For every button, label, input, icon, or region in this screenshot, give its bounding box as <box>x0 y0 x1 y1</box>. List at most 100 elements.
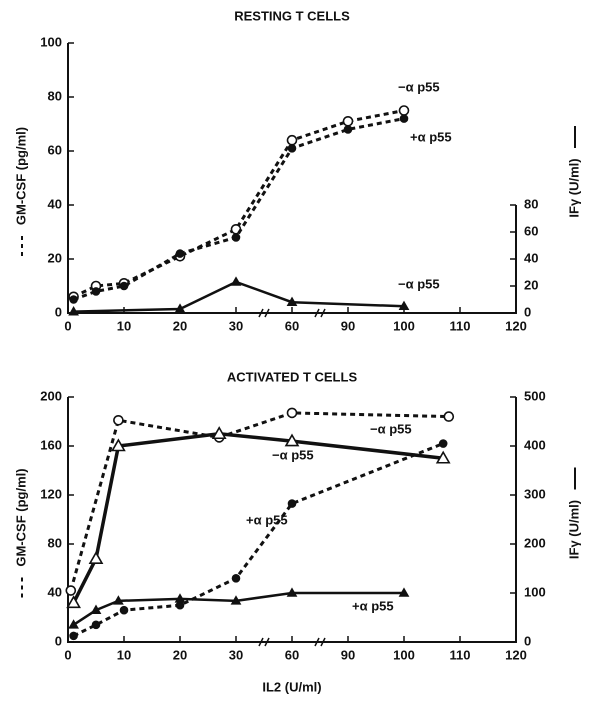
data-point <box>90 604 102 614</box>
data-point <box>284 433 300 447</box>
y-tick-label: 80 <box>48 88 62 103</box>
data-point <box>287 499 297 508</box>
data-point <box>438 439 448 448</box>
data-point <box>119 605 129 615</box>
x-tick-label: 120 <box>505 647 527 662</box>
x-tick-label: 30 <box>229 318 243 333</box>
y2-tick-label: 40 <box>524 250 538 265</box>
data-point <box>399 114 409 123</box>
data-point <box>286 296 298 306</box>
data-point <box>66 595 81 609</box>
data-point <box>286 407 298 419</box>
data-point <box>91 620 101 630</box>
data-point <box>69 295 78 304</box>
y-axis-label: GM-CSF (pg/ml) <box>13 127 28 256</box>
x-tick-label: 110 <box>450 647 471 662</box>
x-tick-label: 60 <box>285 647 299 662</box>
axes <box>67 43 517 314</box>
data-point <box>211 426 227 440</box>
x-tick-label: 60 <box>285 318 299 333</box>
series-label: −α p55 <box>398 79 440 94</box>
data-point <box>398 587 410 597</box>
data-point <box>174 303 186 313</box>
data-point <box>435 450 451 464</box>
data-point <box>175 600 185 610</box>
data-point <box>69 631 78 641</box>
series-label: −α p55 <box>370 421 412 436</box>
y2-tick-label: 0 <box>524 304 531 319</box>
x-tick-label: 90 <box>341 318 355 333</box>
data-point <box>88 551 104 564</box>
data-point <box>343 125 353 134</box>
axis-break <box>258 308 270 318</box>
x-tick-label: 20 <box>173 318 187 333</box>
y-axis-title: GM-CSF (pg/ml) <box>13 127 28 225</box>
y-tick-label: 20 <box>48 250 62 265</box>
x-tick-label: 110 <box>450 318 471 333</box>
series-label: +α p55 <box>352 598 394 613</box>
y-tick-label: 60 <box>48 142 62 157</box>
data-point <box>174 593 186 603</box>
data-point <box>231 573 241 583</box>
y-tick-label: 100 <box>40 34 62 49</box>
y2-tick-label: 500 <box>524 388 546 403</box>
x-tick-label: 120 <box>505 318 527 333</box>
x-tick-label: 10 <box>117 318 131 333</box>
y-tick-label: 0 <box>55 304 62 319</box>
y2-tick-label: 400 <box>524 437 546 452</box>
series-line <box>73 117 405 301</box>
y2-tick-label: 100 <box>524 584 546 599</box>
y-tick-label: 40 <box>48 584 62 599</box>
data-point <box>231 233 241 242</box>
data-point <box>68 619 79 629</box>
series-label: −α p55 <box>398 276 440 291</box>
data-point <box>113 414 124 426</box>
y-tick-label: 40 <box>48 196 62 211</box>
x-tick-label: 100 <box>393 647 415 662</box>
axis-break <box>258 637 270 647</box>
panel-title: ACTIVATED T CELLS <box>227 369 358 384</box>
y-tick-label: 160 <box>40 437 62 452</box>
x-tick-label: 90 <box>341 647 355 662</box>
x-tick-label: 10 <box>117 647 131 662</box>
series-label: +α p55 <box>246 512 288 527</box>
panel-title: RESTING T CELLS <box>234 8 350 23</box>
y2-tick-label: 80 <box>524 196 538 211</box>
y-tick-label: 80 <box>48 535 62 550</box>
data-point <box>230 595 242 605</box>
y2-tick-label: 20 <box>524 277 538 292</box>
data-point <box>91 287 101 296</box>
series-label: +α p55 <box>410 129 452 144</box>
y2-tick-label: 60 <box>524 223 538 238</box>
y2-axis-title: IFγ (U/ml) <box>566 500 581 559</box>
data-point <box>342 116 354 127</box>
y-tick-label: 0 <box>55 633 62 648</box>
data-point <box>68 306 79 316</box>
x-tick-label: 100 <box>393 318 415 333</box>
y2-tick-label: 200 <box>524 535 546 550</box>
data-point <box>65 585 77 596</box>
data-point <box>230 276 242 286</box>
series-line <box>72 109 405 299</box>
y2-axis-title: IFγ (U/ml) <box>566 158 581 217</box>
series-label: −α p55 <box>272 447 314 462</box>
y2-axis-label: IFγ (U/ml) <box>566 126 581 218</box>
data-point <box>119 281 129 291</box>
data-point <box>398 300 410 311</box>
data-point <box>286 587 298 597</box>
data-point <box>287 144 297 153</box>
series-line <box>72 431 444 604</box>
y-axis-label: GM-CSF (pg/ml) <box>13 468 28 598</box>
data-point <box>175 249 185 258</box>
y2-tick-label: 300 <box>524 486 546 501</box>
y-tick-label: 120 <box>40 486 62 501</box>
axis-break <box>314 308 326 318</box>
y2-tick-label: 0 <box>524 633 531 648</box>
x-tick-label: 30 <box>229 647 243 662</box>
y-tick-label: 200 <box>40 388 62 403</box>
data-point <box>443 411 455 422</box>
y2-axis-label: IFγ (U/ml) <box>566 467 581 559</box>
data-point <box>113 595 124 605</box>
x-tick-label: 20 <box>173 647 187 662</box>
